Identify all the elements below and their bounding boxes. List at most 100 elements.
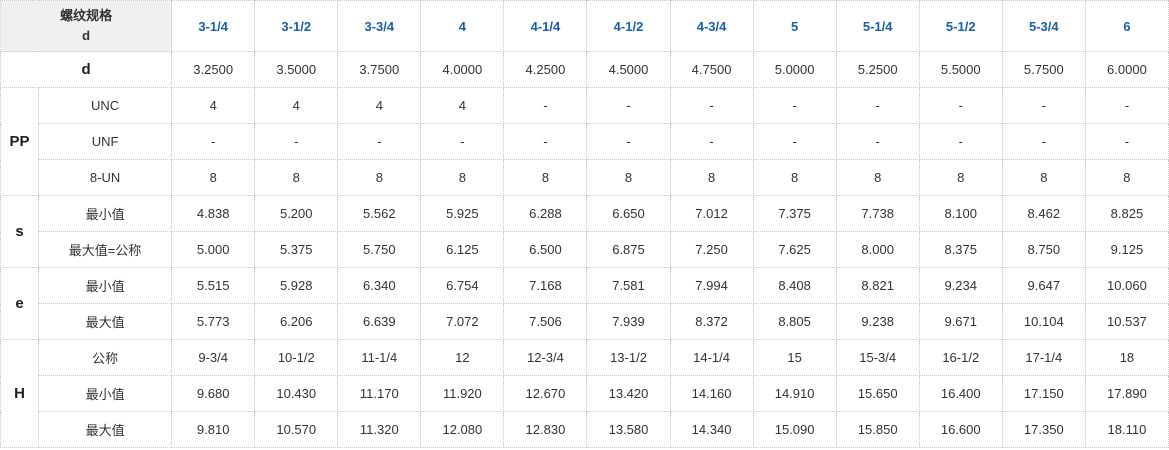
e-max-cell: 7.506	[503, 303, 588, 340]
8un-cell: 8	[254, 159, 339, 196]
e-min-cell: 6.340	[337, 267, 422, 304]
unc-cell: -	[752, 87, 837, 124]
d-cell: 3.7500	[337, 51, 422, 88]
e-max-label: 最大值	[38, 303, 173, 340]
header-row: 螺纹规格 d 3-1/4 3-1/2 3-3/4 4 4-1/4 4-1/2 4…	[0, 0, 1169, 52]
s-min-cell: 8.462	[1001, 195, 1086, 232]
8un-cell: 8	[1084, 159, 1169, 196]
s-max-cell: 8.000	[835, 231, 920, 268]
e-max-cell: 8.372	[669, 303, 754, 340]
h-nom-cell: 15	[752, 339, 837, 376]
pp-unf-row: UNF - - - - - - - - - - - -	[1, 123, 1169, 160]
h-min-cell: 14.910	[752, 375, 837, 412]
header-corner-cell: 螺纹规格 d	[0, 0, 173, 52]
h-min-label: 最小值	[38, 375, 173, 412]
8un-cell: 8	[503, 159, 588, 196]
h-nom-label: 公称	[38, 339, 173, 376]
header-size: 5	[752, 0, 837, 52]
header-size: 4	[420, 0, 505, 52]
8un-label: 8-UN	[38, 159, 173, 196]
unc-cell: -	[503, 87, 588, 124]
8un-cell: 8	[586, 159, 671, 196]
e-max-cell: 7.072	[420, 303, 505, 340]
unf-label: UNF	[38, 123, 173, 160]
e-max-cell: 5.773	[171, 303, 256, 340]
e-min-cell: 7.168	[503, 267, 588, 304]
h-min-cell: 11.920	[420, 375, 505, 412]
e-max-row: 最大值 5.773 6.206 6.639 7.072 7.506 7.939 …	[1, 303, 1169, 340]
header-size: 5-1/4	[835, 0, 920, 52]
e-max-cell: 9.671	[918, 303, 1003, 340]
h-nom-cell: 11-1/4	[337, 339, 422, 376]
h-nom-cell: 13-1/2	[586, 339, 671, 376]
8un-cell: 8	[835, 159, 920, 196]
s-max-cell: 5.750	[337, 231, 422, 268]
e-min-cell: 5.928	[254, 267, 339, 304]
unc-cell: -	[1084, 87, 1169, 124]
h-nom-cell: 12	[420, 339, 505, 376]
unc-cell: -	[669, 87, 754, 124]
unf-cell: -	[503, 123, 588, 160]
s-min-cell: 7.375	[752, 195, 837, 232]
h-max-cell: 11.320	[337, 411, 422, 448]
e-min-cell: 7.994	[669, 267, 754, 304]
s-max-cell: 6.125	[420, 231, 505, 268]
s-group-label: s	[0, 195, 40, 268]
h-min-cell: 9.680	[171, 375, 256, 412]
s-min-cell: 8.100	[918, 195, 1003, 232]
s-max-cell: 8.750	[1001, 231, 1086, 268]
h-nom-cell: 15-3/4	[835, 339, 920, 376]
unc-cell: 4	[420, 87, 505, 124]
h-group-label: H	[0, 339, 40, 448]
8un-cell: 8	[171, 159, 256, 196]
header-size: 4-3/4	[669, 0, 754, 52]
e-min-cell: 7.581	[586, 267, 671, 304]
d-cell: 5.2500	[835, 51, 920, 88]
s-max-label: 最大值=公称	[38, 231, 173, 268]
header-size: 5-1/2	[918, 0, 1003, 52]
d-cell: 5.0000	[752, 51, 837, 88]
e-min-cell: 5.515	[171, 267, 256, 304]
unf-cell: -	[918, 123, 1003, 160]
header-size: 5-3/4	[1001, 0, 1086, 52]
s-min-cell: 5.925	[420, 195, 505, 232]
s-max-cell: 7.625	[752, 231, 837, 268]
h-min-cell: 13.420	[586, 375, 671, 412]
s-min-row: s 最小值 4.838 5.200 5.562 5.925 6.288 6.65…	[0, 195, 1169, 268]
header-size: 6	[1084, 0, 1169, 52]
8un-cell: 8	[918, 159, 1003, 196]
d-cell: 6.0000	[1084, 51, 1169, 88]
s-min-cell: 6.650	[586, 195, 671, 232]
e-min-cell: 8.821	[835, 267, 920, 304]
h-max-cell: 9.810	[171, 411, 256, 448]
h-max-cell: 14.340	[669, 411, 754, 448]
s-min-cell: 8.825	[1084, 195, 1169, 232]
h-max-cell: 12.080	[420, 411, 505, 448]
header-size: 3-1/2	[254, 0, 339, 52]
pp-unc-row: PP UNC 4 4 4 4 - - - - - - - -	[0, 87, 1169, 196]
header-d-label: d	[82, 28, 91, 43]
s-min-cell: 6.288	[503, 195, 588, 232]
h-max-cell: 16.600	[918, 411, 1003, 448]
s-min-cell: 5.200	[254, 195, 339, 232]
pp-group-label: PP	[0, 87, 40, 196]
header-size: 3-1/4	[171, 0, 256, 52]
d-cell: 3.2500	[171, 51, 256, 88]
h-min-cell: 10.430	[254, 375, 339, 412]
h-min-cell: 16.400	[918, 375, 1003, 412]
unc-cell: 4	[254, 87, 339, 124]
h-max-cell: 13.580	[586, 411, 671, 448]
header-thread-spec-label: 螺纹规格	[60, 8, 113, 23]
8un-cell: 8	[337, 159, 422, 196]
d-cell: 5.5000	[918, 51, 1003, 88]
d-row-label: d	[0, 51, 173, 88]
h-min-cell: 15.650	[835, 375, 920, 412]
unf-cell: -	[337, 123, 422, 160]
e-min-cell: 9.234	[918, 267, 1003, 304]
unf-cell: -	[1001, 123, 1086, 160]
unf-cell: -	[254, 123, 339, 160]
d-cell: 3.5000	[254, 51, 339, 88]
s-max-cell: 9.125	[1084, 231, 1169, 268]
e-max-cell: 9.238	[835, 303, 920, 340]
8un-cell: 8	[1001, 159, 1086, 196]
